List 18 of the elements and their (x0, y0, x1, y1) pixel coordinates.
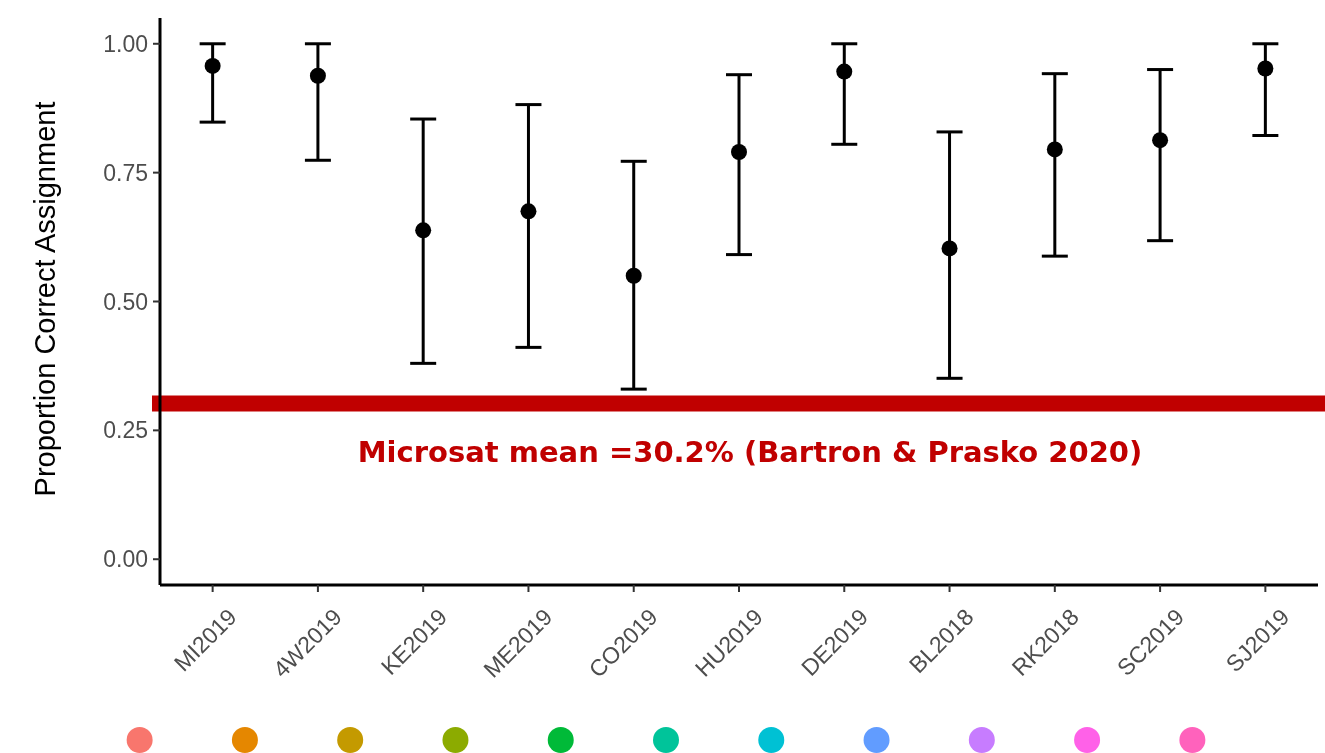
point (1046, 141, 1063, 158)
y-tick-label: 1.00 (103, 30, 148, 57)
point (1152, 132, 1169, 149)
point (309, 67, 326, 84)
point (731, 144, 747, 160)
y-tick-label: 0.75 (103, 159, 148, 186)
point (415, 222, 432, 239)
point (941, 240, 958, 257)
point (520, 203, 537, 220)
y-axis-title: Proportion Correct Assignment (29, 101, 61, 497)
point (625, 267, 642, 284)
y-tick-label: 0.50 (103, 288, 148, 315)
y-tick-label: 0.00 (103, 546, 148, 573)
point (204, 57, 221, 74)
ref-line-label: Microsat mean =30.2% (Bartron & Prasko 2020) (357, 434, 1143, 469)
y-tick-label: 0.25 (103, 417, 148, 444)
point (1257, 60, 1274, 77)
point (836, 63, 853, 80)
